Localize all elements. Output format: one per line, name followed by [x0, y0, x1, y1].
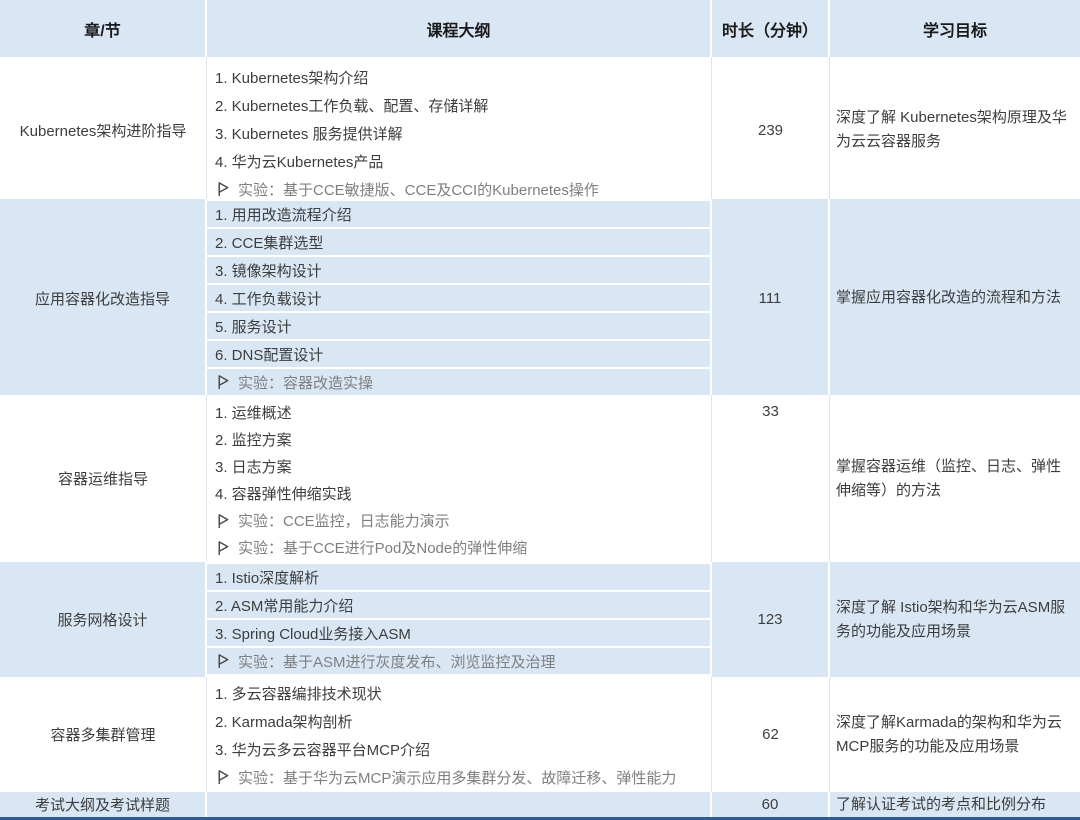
- outline-item: 4. 华为云Kubernetes产品: [215, 153, 384, 171]
- lab-item: 实验：基于CCE进行Pod及Node的弹性伸缩: [207, 534, 711, 561]
- table-row: 应用容器化改造指导 1. 用用改造流程介绍 2. CCE集群选型 3. 镜像架构…: [0, 199, 1080, 397]
- flag-pennant-icon: [215, 374, 231, 390]
- lab-item: 实验：容器改造实操: [207, 369, 710, 395]
- outline-cell: 1. Istio深度解析 2. ASM常用能力介绍 3. Spring Clou…: [207, 562, 712, 677]
- lab-item-label: 实验：容器改造实操: [238, 374, 374, 392]
- objective-text: 深度了解 Istio架构和华为云ASM服务的功能及应用场景: [836, 598, 1066, 640]
- duration-value: 123: [712, 562, 830, 677]
- outline-item: 4. 容器弹性伸缩实践: [215, 486, 352, 503]
- chapter-cell: Kubernetes架构进阶指导: [0, 57, 207, 203]
- duration-value: 62: [712, 677, 830, 792]
- lab-item-label: 实验：基于华为云MCP演示应用多集群分发、故障迁移、弹性能力: [238, 769, 677, 787]
- lab-item-label: 实验：CCE监控，日志能力演示: [238, 513, 450, 530]
- chapter-cell: 容器运维指导: [0, 395, 207, 562]
- table-row: 考试大纲及考试样题 60 了解认证考试的考点和比例分布: [0, 792, 1080, 820]
- outline-item: 3. 日志方案: [215, 459, 292, 476]
- flag-pennant-icon: [215, 513, 231, 529]
- table-header-row: 章/节 课程大纲 时长（分钟） 学习目标: [0, 0, 1080, 57]
- outline-item: 1. Istio深度解析: [207, 564, 710, 590]
- outline-item: 4. 工作负载设计: [207, 285, 710, 311]
- objective-text: 掌握应用容器化改造的流程和方法: [836, 289, 1062, 306]
- duration-value: 239: [712, 57, 830, 203]
- duration-value: 111: [712, 199, 830, 397]
- outline-item: 1. 运维概述: [215, 405, 292, 422]
- lab-item: 实验：基于CCE敏捷版、CCE及CCI的Kubernetes操作: [207, 175, 711, 203]
- outline-item: 3. 华为云多云容器平台MCP介绍: [215, 741, 431, 759]
- objective-text: 深度了解Karmada的架构和华为云MCP服务的功能及应用场景: [836, 713, 1062, 755]
- table-row: 容器多集群管理 1. 多云容器编排技术现状 2. Karmada架构剖析 3. …: [0, 677, 1080, 792]
- outline-item: 6. DNS配置设计: [207, 341, 710, 367]
- outline-item: 2. Karmada架构剖析: [215, 713, 353, 731]
- table-row: 服务网格设计 1. Istio深度解析 2. ASM常用能力介绍 3. Spri…: [0, 562, 1080, 677]
- flag-pennant-icon: [215, 653, 231, 669]
- outline-cell: 1. 运维概述 2. 监控方案 3. 日志方案 4. 容器弹性伸缩实践 实验：C…: [207, 395, 712, 562]
- header-chapter: 章/节: [0, 0, 207, 57]
- lab-item-label: 实验：基于ASM进行灰度发布、浏览监控及治理: [238, 653, 556, 671]
- outline-cell: 1. 用用改造流程介绍 2. CCE集群选型 3. 镜像架构设计 4. 工作负载…: [207, 199, 712, 397]
- lab-item: 实验：CCE监控，日志能力演示: [207, 507, 711, 534]
- duration-value: 33: [712, 395, 830, 562]
- outline-item: 3. Kubernetes 服务提供详解: [215, 125, 403, 143]
- header-objective: 学习目标: [830, 0, 1080, 57]
- chapter-cell: 容器多集群管理: [0, 677, 207, 792]
- outline-item: 5. 服务设计: [207, 313, 710, 339]
- flag-pennant-icon: [215, 181, 231, 197]
- outline-item: 1. 多云容器编排技术现状: [215, 685, 382, 703]
- lab-item-label: 实验：基于CCE进行Pod及Node的弹性伸缩: [238, 540, 528, 557]
- chapter-cell: 考试大纲及考试样题: [0, 792, 207, 817]
- outline-item: 2. Kubernetes工作负载、配置、存储详解: [215, 97, 489, 115]
- outline-item: 1. Kubernetes架构介绍: [215, 69, 369, 87]
- header-outline: 课程大纲: [207, 0, 712, 57]
- lab-item-label: 实验：基于CCE敏捷版、CCE及CCI的Kubernetes操作: [238, 181, 599, 199]
- outline-item: 1. 用用改造流程介绍: [207, 201, 710, 227]
- chapter-cell: 服务网格设计: [0, 562, 207, 677]
- flag-pennant-icon: [215, 769, 231, 785]
- lab-item: 实验：基于华为云MCP演示应用多集群分发、故障迁移、弹性能力: [207, 763, 711, 791]
- outline-item: 2. ASM常用能力介绍: [207, 592, 710, 618]
- outline-item: 3. Spring Cloud业务接入ASM: [207, 620, 710, 646]
- table-row: Kubernetes架构进阶指导 1. Kubernetes架构介绍 2. Ku…: [0, 57, 1080, 203]
- flag-pennant-icon: [215, 540, 231, 556]
- outline-cell: 1. 多云容器编排技术现状 2. Karmada架构剖析 3. 华为云多云容器平…: [207, 677, 712, 792]
- table-row: 容器运维指导 1. 运维概述 2. 监控方案 3. 日志方案 4. 容器弹性伸缩…: [0, 395, 1080, 562]
- chapter-cell: 应用容器化改造指导: [0, 199, 207, 397]
- outline-item: 2. CCE集群选型: [207, 229, 710, 255]
- outline-item: 3. 镜像架构设计: [207, 257, 710, 283]
- outline-cell: 1. Kubernetes架构介绍 2. Kubernetes工作负载、配置、存…: [207, 57, 712, 203]
- lab-item: 实验：基于ASM进行灰度发布、浏览监控及治理: [207, 648, 710, 674]
- header-duration: 时长（分钟）: [712, 0, 830, 57]
- duration-value: 60: [712, 792, 830, 817]
- outline-item: 2. 监控方案: [215, 432, 292, 449]
- objective-text: 深度了解 Kubernetes架构原理及华为云云容器服务: [836, 109, 1067, 150]
- objective-text: 了解认证考试的考点和比例分布: [836, 795, 1047, 813]
- objective-text: 掌握容器运维（监控、日志、弹性伸缩等）的方法: [836, 457, 1062, 499]
- outline-cell: [207, 792, 712, 817]
